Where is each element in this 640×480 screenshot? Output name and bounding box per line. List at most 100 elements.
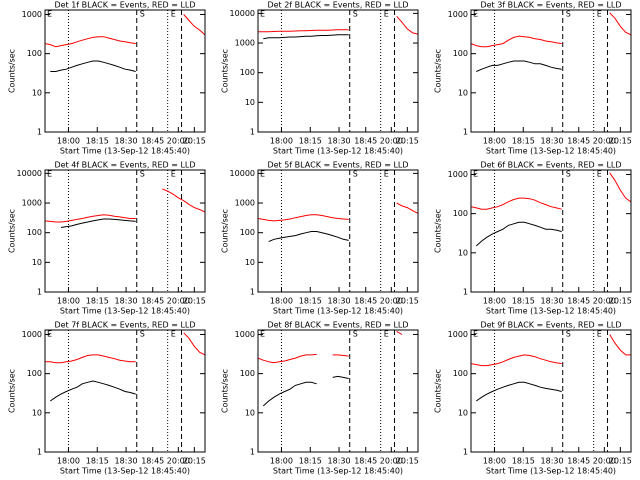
panel: Det 1f BLACK = Events, RED = LLD Start Ti…	[8, 1, 206, 156]
plot-frame	[257, 169, 419, 293]
chart-title: Det 9f BLACK = Events, RED = LLD	[480, 321, 621, 330]
y-tick-label: 10000	[230, 9, 255, 18]
x-tick-label: 20:15	[183, 137, 206, 146]
data-line	[475, 221, 562, 247]
x-tick-label: 18:15	[512, 297, 535, 306]
x-axis-label: Start Time (13-Sep-12 18:45:40)	[60, 147, 190, 156]
y-tick-label: 1	[250, 128, 255, 137]
marker-label: E	[171, 330, 176, 339]
chart-title: Det 6f BLACK = Events, RED = LLD	[480, 161, 621, 170]
x-tick-label: 18:30	[541, 457, 564, 466]
x-tick-label: 20:00	[167, 457, 190, 466]
x-tick-label: 18:00	[483, 297, 506, 306]
panel: Det 5f BLACK = Events, RED = LLD Start Ti…	[221, 161, 419, 316]
data-line	[471, 334, 631, 367]
x-tick-label: 20:15	[609, 457, 632, 466]
data-line	[476, 60, 562, 72]
x-tick-label: 18:30	[115, 457, 138, 466]
panel: Det 6f BLACK = Events, RED = LLD Start Ti…	[434, 161, 632, 316]
y-tick-label: 10000	[17, 169, 42, 178]
x-axis-label: Start Time (13-Sep-12 18:45:40)	[273, 147, 403, 156]
x-tick-label: 18:30	[328, 457, 351, 466]
data-line	[262, 375, 349, 407]
y-tick-label: 10	[458, 248, 468, 257]
y-tick-label: 1	[463, 288, 468, 297]
y-tick-label: 10	[245, 258, 255, 267]
marker-label: E	[597, 10, 602, 19]
data-line	[45, 188, 205, 223]
y-tick-label: 1	[463, 128, 468, 137]
x-tick-label: 18:00	[57, 137, 80, 146]
y-tick-label: 100	[27, 228, 42, 237]
data-line	[60, 218, 136, 228]
plot-area	[45, 170, 205, 292]
y-tick-label: 1000	[22, 199, 42, 208]
x-tick-label: 18:30	[328, 297, 351, 306]
y-axis-label: Counts/sec	[8, 49, 17, 93]
marker-label: E	[47, 10, 52, 19]
data-line	[263, 34, 349, 40]
y-tick-label: 1000	[235, 199, 255, 208]
marker-label: E	[47, 330, 52, 339]
y-tick-label: 100	[27, 49, 42, 58]
y-tick-label: 100	[453, 49, 468, 58]
marker-label: S	[140, 330, 145, 339]
data-line	[268, 231, 349, 243]
marker-label: S	[140, 10, 145, 19]
marker-label: E	[597, 170, 602, 179]
plot-frame	[257, 329, 419, 453]
x-tick-label: 20:15	[183, 457, 206, 466]
chart-title: Det 8f BLACK = Events, RED = LLD	[267, 321, 408, 330]
plot-frame	[470, 329, 632, 453]
chart-title: Det 7f BLACK = Events, RED = LLD	[54, 321, 195, 330]
plot-frame	[44, 9, 206, 133]
plot-area	[258, 330, 403, 452]
panel: Det 9f BLACK = Events, RED = LLD Start Ti…	[434, 321, 632, 476]
plot-area	[471, 330, 631, 452]
y-tick-label: 10	[458, 408, 468, 417]
panel: Det 2f BLACK = Events, RED = LLD Start Ti…	[221, 1, 419, 156]
x-tick-label: 18:00	[270, 137, 293, 146]
x-tick-label: 18:00	[270, 457, 293, 466]
y-tick-label: 10	[245, 408, 255, 417]
y-tick-label: 1	[250, 448, 255, 457]
x-tick-label: 18:00	[270, 297, 293, 306]
chart-title: Det 1f BLACK = Events, RED = LLD	[54, 1, 195, 10]
x-tick-label: 18:30	[115, 297, 138, 306]
y-axis-label: Counts/sec	[221, 209, 230, 253]
data-line	[50, 380, 136, 402]
x-tick-label: 18:00	[483, 137, 506, 146]
x-tick-label: 18:15	[86, 297, 109, 306]
chart-title: Det 5f BLACK = Events, RED = LLD	[267, 161, 408, 170]
x-tick-label: 18:45	[567, 457, 590, 466]
marker-label: E	[171, 170, 176, 179]
y-tick-label: 1	[37, 128, 42, 137]
x-tick-label: 18:45	[354, 457, 377, 466]
x-tick-label: 18:45	[567, 137, 590, 146]
y-tick-label: 100	[240, 369, 255, 378]
y-tick-label: 10	[458, 88, 468, 97]
y-tick-label: 1	[37, 448, 42, 457]
x-tick-label: 20:00	[593, 457, 616, 466]
x-tick-label: 18:45	[141, 457, 164, 466]
y-tick-label: 1000	[448, 10, 468, 19]
y-tick-label: 1000	[235, 39, 255, 48]
x-tick-label: 20:15	[609, 137, 632, 146]
plot-frame	[257, 9, 419, 133]
marker-label: E	[597, 330, 602, 339]
y-axis-label: Counts/sec	[434, 49, 443, 93]
x-axis-label: Start Time (13-Sep-12 18:45:40)	[486, 147, 616, 156]
marker-label: E	[384, 330, 389, 339]
data-line	[50, 60, 136, 72]
x-tick-label: 20:15	[183, 297, 206, 306]
marker-label: E	[260, 170, 265, 179]
x-tick-label: 18:00	[57, 457, 80, 466]
x-tick-label: 18:15	[86, 137, 109, 146]
y-axis-label: Counts/sec	[434, 369, 443, 413]
marker-label: E	[47, 170, 52, 179]
panel: Det 4f BLACK = Events, RED = LLD Start Ti…	[8, 161, 206, 316]
y-axis-label: Counts/sec	[434, 209, 443, 253]
data-line	[471, 172, 631, 210]
